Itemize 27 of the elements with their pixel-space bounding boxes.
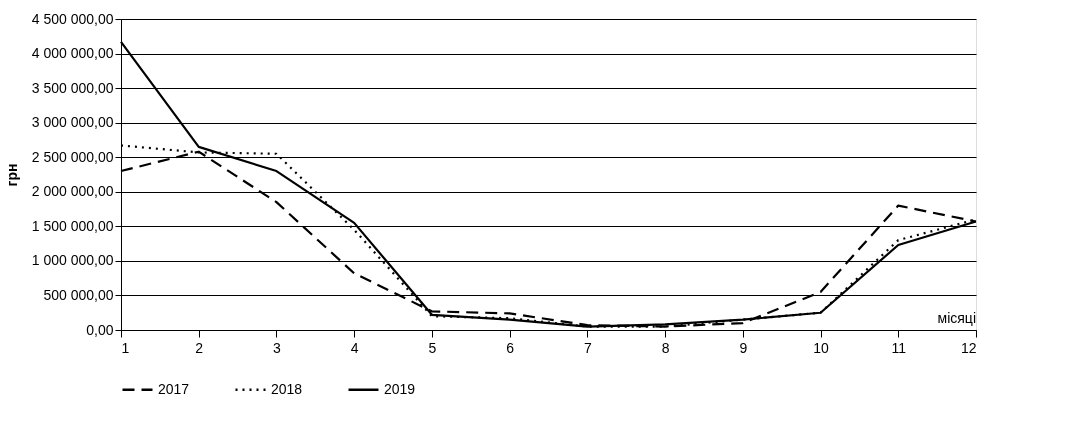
x-axis-title: місяці	[937, 310, 976, 326]
x-tick-label: 9	[739, 339, 748, 356]
x-tick-label: 5	[428, 339, 437, 356]
y-axis-title: грн	[3, 163, 20, 187]
x-tick-label: 4	[350, 339, 359, 356]
x-tick-label: 1	[121, 339, 130, 356]
x-tick-label: 6	[506, 339, 515, 356]
x-tick-label: 11	[891, 339, 907, 356]
x-tick-label: 12	[960, 339, 977, 356]
x-tick-label: 2	[195, 339, 204, 356]
x-tick-label: 7	[583, 339, 592, 356]
y-tick-label: 1 000 000,00	[31, 252, 114, 269]
y-tick-label: 3 000 000,00	[31, 114, 114, 131]
legend-label: 2019	[384, 380, 416, 397]
x-tick-label: 8	[661, 339, 670, 356]
y-tick-label: 4 500 000,00	[31, 10, 114, 27]
y-tick-label: 500 000,00	[43, 286, 114, 303]
y-tick-label: 1 500 000,00	[31, 217, 114, 234]
y-tick-label: 0,00	[86, 321, 114, 338]
y-tick-label: 2 000 000,00	[31, 183, 114, 200]
legend-label: 2017	[158, 380, 190, 397]
x-tick-label: 3	[273, 339, 282, 356]
legend-label: 2018	[271, 380, 303, 397]
y-tick-label: 3 500 000,00	[31, 79, 114, 96]
x-tick-label: 10	[813, 339, 830, 356]
y-tick-label: 2 500 000,00	[31, 148, 114, 165]
y-tick-label: 4 000 000,00	[31, 45, 114, 62]
